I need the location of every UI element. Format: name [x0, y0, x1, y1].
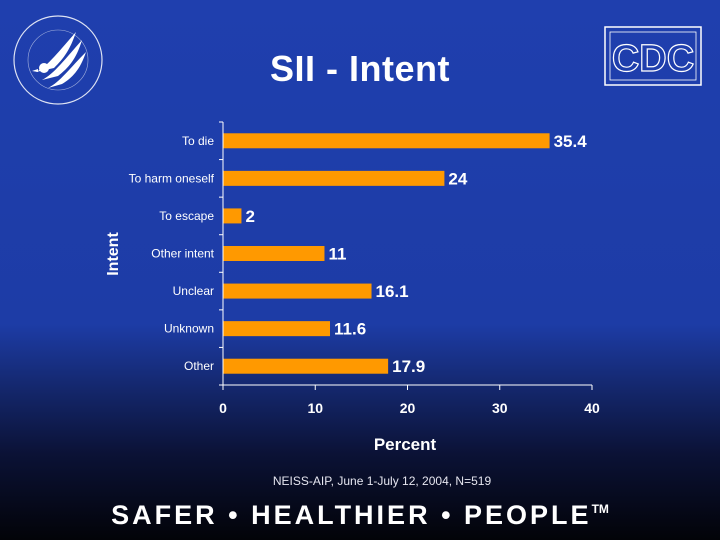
y-axis-label: Intent: [105, 232, 122, 276]
data-label-3: 11: [328, 245, 346, 264]
data-label-2: 2: [245, 207, 254, 226]
data-label-4: 16.1: [376, 282, 409, 301]
trademark-mark: TM: [591, 502, 609, 516]
hhs-logo-icon: [13, 15, 103, 105]
category-label-6: Other: [184, 359, 214, 373]
data-label-5: 11.6: [334, 320, 366, 339]
axis-layer: 0 10 20 30 40: [219, 121, 600, 416]
bars-layer: To die 35.4 To harm oneself 24 To escape 2 Oth…: [129, 132, 588, 376]
category-label-5: Unknown: [164, 322, 214, 336]
x-axis-label: Percent: [374, 435, 437, 454]
cdc-logo-icon: CDC: [604, 26, 702, 86]
x-tick-label-2: 20: [400, 400, 416, 416]
data-label-0: 35.4: [554, 132, 588, 151]
cdc-logo: CDC: [604, 26, 702, 86]
bar-1: [223, 170, 445, 186]
bar-3: [223, 246, 325, 261]
category-label-4: Unclear: [173, 284, 214, 298]
data-label-1: 24: [448, 169, 467, 188]
x-tick-label-1: 10: [307, 400, 323, 416]
source-note: NEISS-AIP, June 1-July 12, 2004, N=519: [272, 474, 492, 488]
category-label-1: To harm oneself: [129, 171, 215, 185]
category-label-0: To die: [182, 134, 214, 148]
category-label-2: To escape: [159, 209, 214, 223]
slide-title: SII - Intent: [270, 48, 450, 89]
bar-5: [223, 321, 331, 337]
bar-0: [223, 133, 550, 149]
cdc-logo-text: CDC: [612, 38, 694, 80]
x-tick-label-4: 40: [584, 400, 600, 416]
tagline: SAFER • HEALTHIER • PEOPLETM: [0, 500, 720, 531]
tagline-text: SAFER • HEALTHIER • PEOPLE: [111, 500, 592, 530]
data-label-6: 17.9: [392, 357, 425, 376]
bar-4: [223, 283, 372, 299]
x-tick-label-3: 30: [492, 400, 508, 416]
x-tick-label-0: 0: [219, 400, 227, 416]
bar-6: [223, 358, 389, 374]
category-label-3: Other intent: [151, 247, 214, 261]
bar-2: [223, 208, 242, 224]
